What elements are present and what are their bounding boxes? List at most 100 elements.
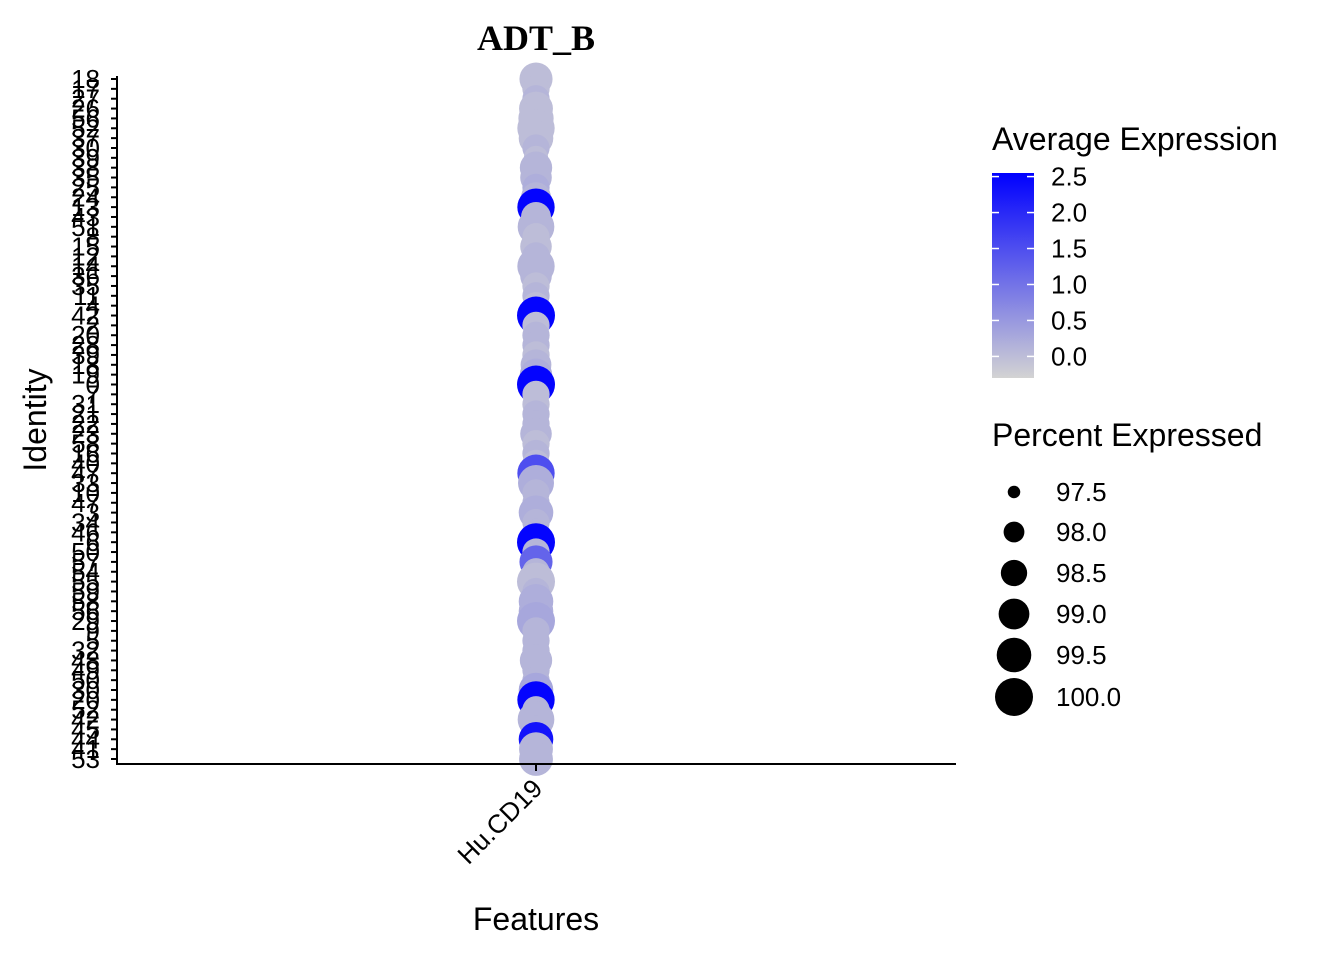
size-legend-dot xyxy=(1003,521,1025,543)
y-tick-label: 10 xyxy=(71,478,100,508)
y-axis-ticks: 1817272656523730393835252413435181512143… xyxy=(71,64,117,774)
y-tick-label: 7 xyxy=(86,379,100,409)
color-legend-label: 1.5 xyxy=(1051,234,1087,264)
y-tick-label: 47 xyxy=(71,458,100,488)
y-tick-label: 42 xyxy=(71,705,100,735)
y-tick-label: 39 xyxy=(71,143,100,173)
x-axis-ticks: Hu.CD19 xyxy=(451,764,548,870)
y-tick-label: 54 xyxy=(71,557,100,587)
y-tick-label: 32 xyxy=(71,636,100,666)
y-tick-label: 9 xyxy=(86,616,100,646)
y-tick-label: 4 xyxy=(86,291,100,321)
color-legend-label: 1.0 xyxy=(1051,269,1087,299)
y-tick-label: 8 xyxy=(86,222,100,252)
size-legend-label: 97.5 xyxy=(1056,477,1107,507)
color-legend-label: 0.5 xyxy=(1051,305,1087,335)
y-tick-label: 36 xyxy=(71,261,100,291)
y-tick-label: 20 xyxy=(71,685,100,715)
y-tick-label: 49 xyxy=(71,655,100,685)
y-tick-label: 6 xyxy=(86,527,100,557)
y-tick-label: 30 xyxy=(71,675,100,705)
y-tick-label: 34 xyxy=(71,507,100,537)
y-tick-label: 28 xyxy=(71,330,100,360)
y-tick-label: 18 xyxy=(71,350,100,380)
chart-title: ADT_B xyxy=(477,18,595,58)
size-legend-dot xyxy=(1000,559,1028,587)
size-legend-dot xyxy=(998,598,1030,630)
y-tick-label: 58 xyxy=(71,586,100,616)
y-tick-label: 25 xyxy=(71,172,100,202)
y-tick-label: 16 xyxy=(71,438,100,468)
size-legend-label: 98.0 xyxy=(1056,517,1107,547)
y-tick-label: 23 xyxy=(71,419,100,449)
color-legend-label: 0.0 xyxy=(1051,341,1087,371)
y-tick-label: 19 xyxy=(71,360,100,390)
y-tick-label: 35 xyxy=(71,163,100,193)
y-tick-label: 29 xyxy=(71,606,100,636)
y-tick-label: 2 xyxy=(86,310,100,340)
y-tick-label: 13 xyxy=(71,192,100,222)
y-tick-label: 33 xyxy=(71,468,100,498)
dot-Hu.CD19-53 xyxy=(519,742,553,776)
y-axis-title: Identity xyxy=(17,368,53,471)
color-legend: Average Expression 2.5 2.0 1.5 1.0 0.5 0.0 xyxy=(992,121,1278,378)
y-tick-label: 14 xyxy=(71,251,100,281)
y-tick-label: 55 xyxy=(71,567,100,597)
size-legend-label: 100.0 xyxy=(1056,682,1121,712)
size-legend-dot xyxy=(1007,485,1021,499)
y-tick-label: 38 xyxy=(71,153,100,183)
y-tick-label: 56 xyxy=(71,596,100,626)
plot-area xyxy=(517,62,555,776)
size-legend-label: 99.5 xyxy=(1056,640,1107,670)
y-tick-label: 50 xyxy=(71,537,100,567)
color-legend-label: 2.5 xyxy=(1051,162,1087,192)
y-tick-label: 24 xyxy=(71,182,100,212)
y-tick-label: 18 xyxy=(71,64,100,94)
y-tick-label: 17 xyxy=(71,74,100,104)
y-tick-label: 20 xyxy=(71,320,100,350)
y-tick-label: 31 xyxy=(71,389,100,419)
x-tick-label: Hu.CD19 xyxy=(451,773,548,870)
y-tick-label: 43 xyxy=(71,202,100,232)
y-tick-label: 52 xyxy=(71,695,100,725)
y-tick-label: 45 xyxy=(71,714,100,744)
size-legend-label: 99.0 xyxy=(1056,599,1107,629)
x-axis-title: Features xyxy=(473,901,599,937)
size-legend-dot xyxy=(995,678,1033,716)
y-tick-label: 27 xyxy=(71,84,100,114)
y-tick-label: 22 xyxy=(71,409,100,439)
y-tick-label: 35 xyxy=(71,271,100,301)
y-tick-label: 47 xyxy=(71,488,100,518)
y-tick-label: 40 xyxy=(71,448,100,478)
y-tick-label: 5 xyxy=(86,626,100,656)
y-tick-label: 46 xyxy=(71,517,100,547)
size-legend-title: Percent Expressed xyxy=(992,417,1262,453)
y-tick-label: 12 xyxy=(71,241,100,271)
y-tick-label: 21 xyxy=(71,399,100,429)
y-tick-label: 39 xyxy=(71,340,100,370)
color-legend-title: Average Expression xyxy=(992,121,1278,157)
y-tick-label: 57 xyxy=(71,547,100,577)
size-legend-dot xyxy=(996,637,1032,673)
y-tick-label: 42 xyxy=(71,301,100,331)
color-legend-label: 2.0 xyxy=(1051,198,1087,228)
y-tick-label: 11 xyxy=(73,281,100,311)
y-tick-label: 50 xyxy=(71,665,100,695)
y-tick-label: 26 xyxy=(71,94,100,124)
y-tick-label: 15 xyxy=(71,232,100,262)
y-tick-label: 3 xyxy=(86,498,100,528)
y-tick-label: 41 xyxy=(71,734,100,764)
y-tick-label: 59 xyxy=(71,576,100,606)
y-tick-label: 48 xyxy=(71,645,100,675)
y-tick-label: 52 xyxy=(71,113,100,143)
y-tick-label: 58 xyxy=(71,429,100,459)
y-tick-label: 30 xyxy=(71,133,100,163)
y-tick-label: 51 xyxy=(71,212,100,242)
size-legend-label: 98.5 xyxy=(1056,558,1107,588)
y-tick-label: 37 xyxy=(71,123,100,153)
y-tick-label: 0 xyxy=(86,370,100,400)
y-tick-label: 53 xyxy=(71,744,100,774)
y-tick-label: 44 xyxy=(71,724,100,754)
size-legend: Percent Expressed 97.5 98.0 98.5 99.0 99.5 10… xyxy=(992,417,1262,716)
